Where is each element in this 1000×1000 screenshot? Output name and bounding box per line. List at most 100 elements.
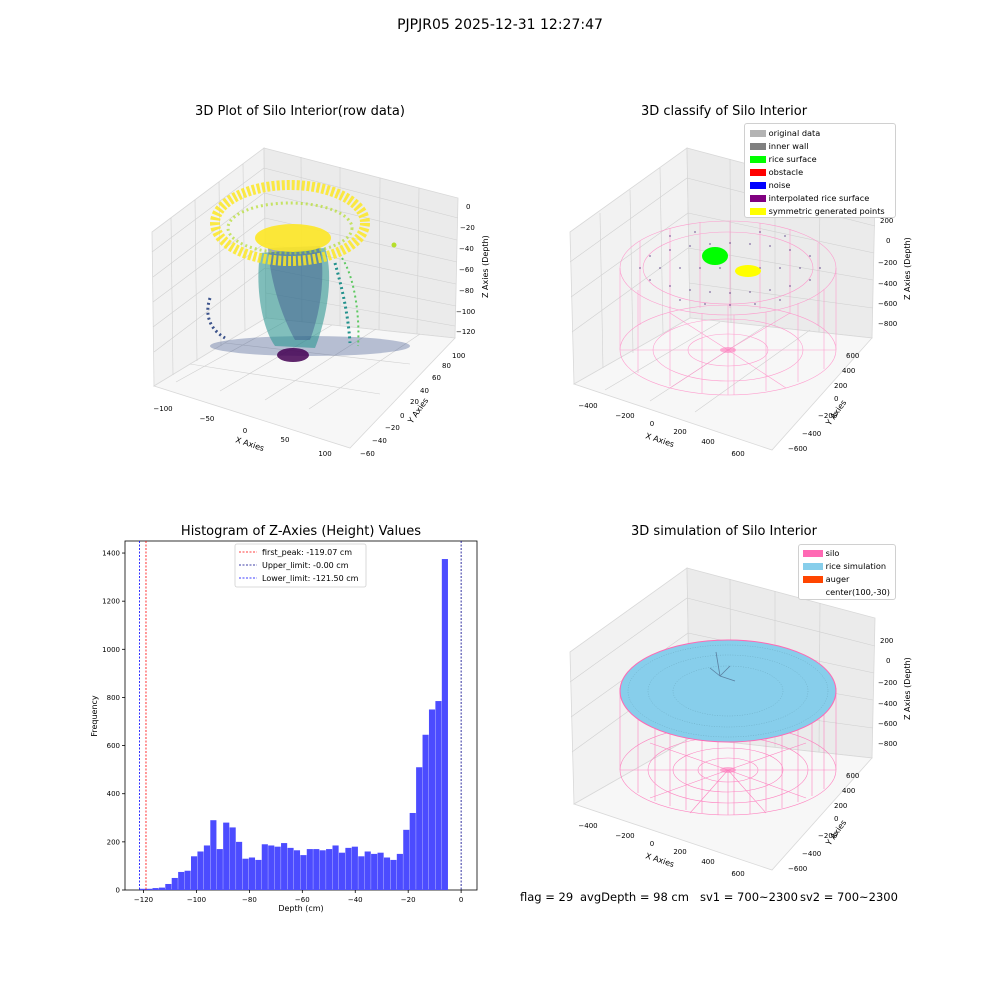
- svg-text:−200: −200: [615, 832, 634, 840]
- panel1-point-cloud: [206, 180, 410, 362]
- histogram-bar: [236, 841, 243, 890]
- histogram-bar: [216, 849, 223, 890]
- histogram-bar: [326, 849, 333, 890]
- legend-swatch: [803, 576, 823, 583]
- histogram-bar: [145, 888, 153, 890]
- svg-text:−600: −600: [788, 445, 807, 453]
- panel4-tick-labels: −400 −200 0 200 400 600 −600 −400 −200 0…: [578, 637, 897, 878]
- svg-text:−20: −20: [385, 424, 400, 432]
- histogram-bar: [300, 855, 307, 890]
- x-tick-label: −120: [134, 896, 153, 904]
- svg-text:−50: −50: [200, 415, 215, 423]
- footer-flag: flag = 29: [520, 890, 574, 904]
- svg-text:−200: −200: [818, 412, 837, 420]
- panel2-tick-labels: −400 −200 0 200 400 600 −600 −400 −200 0…: [578, 217, 897, 458]
- svg-text:600: 600: [731, 450, 744, 458]
- svg-text:−400: −400: [802, 430, 821, 438]
- svg-text:100: 100: [452, 352, 465, 360]
- histogram-bar: [255, 859, 262, 890]
- footer-sv1: sv1 = 700~2300: [700, 890, 798, 904]
- svg-text:600: 600: [846, 772, 859, 780]
- histogram-bar: [364, 851, 371, 890]
- svg-text:0: 0: [650, 840, 654, 848]
- svg-text:200: 200: [834, 382, 847, 390]
- svg-text:−400: −400: [878, 700, 897, 708]
- legend-swatch: [803, 589, 823, 596]
- histogram-bar: [409, 812, 416, 890]
- svg-text:400: 400: [842, 787, 855, 795]
- svg-text:200: 200: [834, 802, 847, 810]
- svg-text:0: 0: [400, 412, 404, 420]
- legend-entry: original data: [750, 128, 820, 138]
- panel4-3d-axes: −400 −200 0 200 400 600 −600 −400 −200 0…: [569, 567, 912, 878]
- svg-text:−400: −400: [878, 280, 897, 288]
- svg-text:0: 0: [466, 203, 470, 211]
- y-tick-label: 800: [107, 694, 120, 702]
- legend-swatch: [750, 208, 766, 215]
- y-tick-label: 1000: [102, 646, 120, 654]
- panel1-title: 3D Plot of Silo Interior(row data): [195, 104, 405, 119]
- histogram-bar: [390, 859, 397, 890]
- y-tick-label: 200: [107, 838, 120, 846]
- svg-text:600: 600: [731, 870, 744, 878]
- svg-text:80: 80: [442, 362, 451, 370]
- histogram-bar: [306, 849, 313, 890]
- panel2-zlabel: Z Axies (Depth): [903, 237, 912, 300]
- svg-text:−600: −600: [878, 720, 897, 728]
- svg-text:0: 0: [243, 427, 247, 435]
- svg-text:−60: −60: [459, 266, 474, 274]
- svg-text:50: 50: [281, 436, 290, 444]
- legend-entry: auger: [803, 574, 849, 584]
- legend-swatch: [803, 563, 823, 570]
- histogram-bar: [274, 846, 281, 890]
- legend-entry: silo: [803, 548, 839, 558]
- histogram-vlines: [139, 541, 462, 890]
- histogram-y-ticks: 0 200 400 600 800 1000 1200 1400: [102, 550, 125, 895]
- legend-swatch: [750, 169, 766, 176]
- svg-text:40: 40: [420, 387, 429, 395]
- legend-swatch: [750, 182, 766, 189]
- histogram-bar: [248, 857, 256, 890]
- svg-text:−40: −40: [372, 437, 387, 445]
- svg-text:−200: −200: [818, 832, 837, 840]
- histogram-bar: [210, 820, 217, 890]
- legend-entry: symmetric generated points: [750, 206, 885, 216]
- svg-text:−600: −600: [788, 865, 807, 873]
- svg-text:−80: −80: [459, 287, 474, 295]
- legend-entry: noise: [750, 180, 790, 190]
- svg-text:−60: −60: [360, 450, 375, 458]
- svg-text:−100: −100: [153, 405, 172, 413]
- panel1-3d-axes: −100 −50 0 50 100 −60 −40 −20 0 20 40 60…: [151, 147, 490, 458]
- svg-text:−400: −400: [578, 822, 597, 830]
- histogram-bar: [152, 888, 159, 890]
- legend-swatch: [750, 156, 766, 163]
- histogram-bar: [203, 845, 211, 890]
- svg-text:60: 60: [432, 374, 441, 382]
- legend-swatch: [803, 550, 823, 557]
- histogram-bar: [358, 856, 365, 890]
- svg-text:20: 20: [410, 398, 419, 406]
- footer-sv2: sv2 = 700~2300: [800, 890, 898, 904]
- legend-entry: center(100,-30): [803, 587, 890, 597]
- histogram-bar: [371, 853, 378, 890]
- histogram-bar: [403, 829, 410, 890]
- svg-text:600: 600: [846, 352, 859, 360]
- svg-text:−120: −120: [456, 328, 475, 336]
- svg-text:400: 400: [701, 858, 714, 866]
- histogram-bar: [396, 853, 403, 890]
- histogram-bar: [158, 887, 165, 890]
- histogram-bar: [191, 856, 198, 890]
- x-tick-label: −100: [187, 896, 206, 904]
- svg-text:−200: −200: [878, 679, 897, 687]
- y-tick-label: 1200: [102, 598, 120, 606]
- histogram-bar: [281, 843, 288, 890]
- histogram-bar: [435, 701, 442, 890]
- svg-text:−400: −400: [802, 850, 821, 858]
- svg-text:200: 200: [673, 848, 686, 856]
- svg-text:400: 400: [701, 438, 714, 446]
- panel1-zlabel: Z Axies (Depth): [481, 235, 490, 298]
- svg-text:−200: −200: [615, 412, 634, 420]
- histogram-bar: [377, 852, 384, 890]
- histogram-bar: [165, 883, 172, 890]
- svg-text:200: 200: [673, 428, 686, 436]
